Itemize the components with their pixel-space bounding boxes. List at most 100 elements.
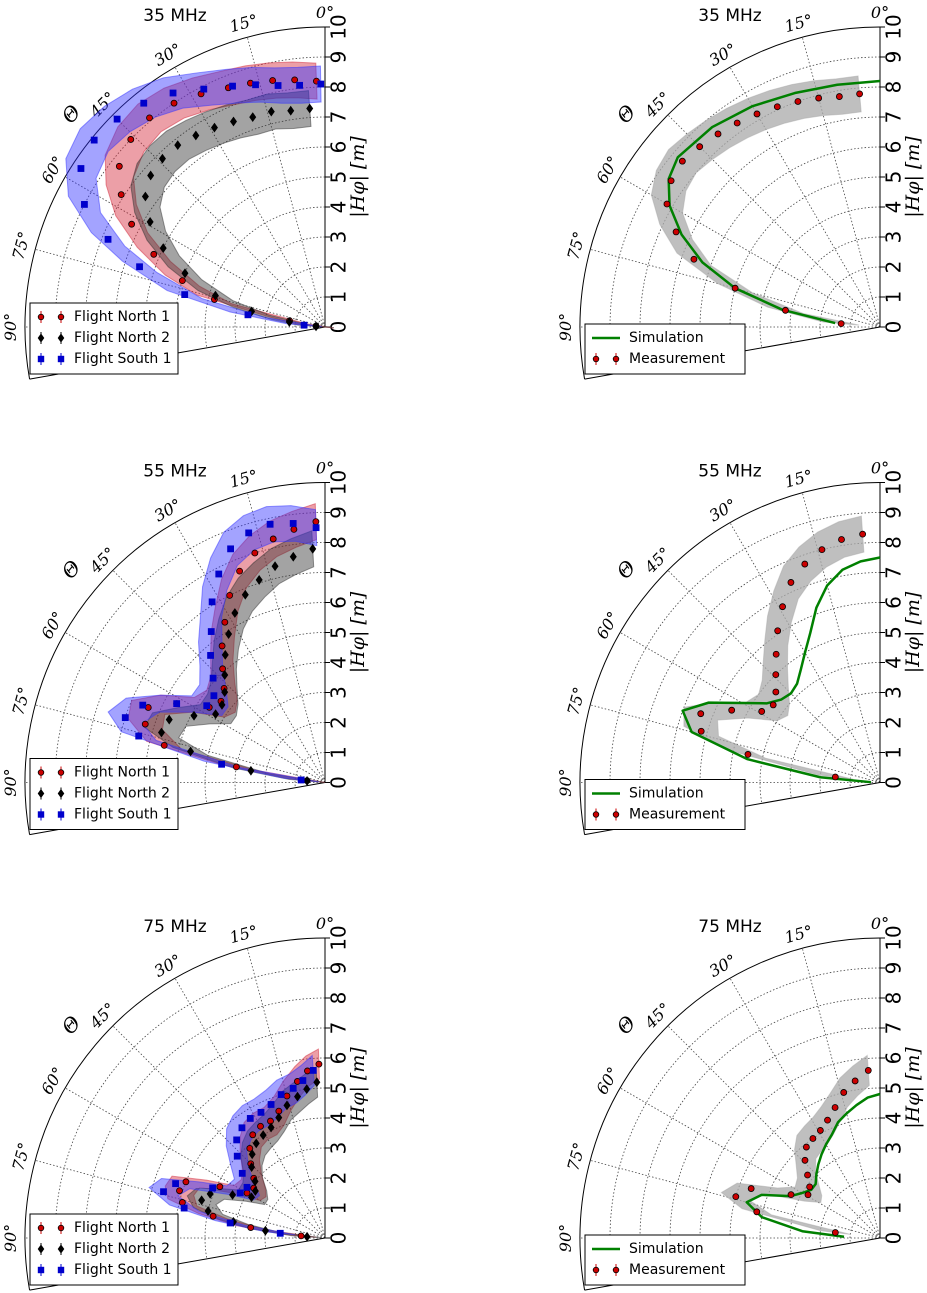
legend-label: Simulation [629, 786, 704, 802]
data-point [275, 1112, 283, 1123]
grid-spoke [64, 632, 326, 783]
r-tick-label: 1 [882, 291, 906, 304]
data-point [233, 1152, 241, 1160]
data-point [218, 699, 226, 710]
data-point [226, 1219, 234, 1227]
grid-spoke [619, 1087, 881, 1239]
data-point [747, 1185, 755, 1192]
data-point [247, 765, 255, 776]
theta-tick-label: 0° [316, 459, 334, 478]
data-point [837, 320, 845, 328]
data-point [753, 1208, 761, 1216]
data-point [294, 1091, 302, 1102]
theta-tick-label: 0° [316, 914, 334, 933]
legend-label: Flight North 2 [74, 1241, 170, 1257]
grid-circle [669, 572, 881, 820]
theta-tick-label: 45° [85, 999, 119, 1033]
grid-spoke [246, 492, 326, 783]
panel-title: 55 MHz [698, 462, 761, 482]
r-tick-label: 10 [882, 470, 906, 495]
data-point [266, 520, 274, 528]
data-point [246, 1144, 254, 1152]
data-point [140, 99, 148, 107]
theta-tick-label: 60° [37, 153, 68, 187]
grid-spoke [619, 632, 881, 783]
legend-box [584, 323, 746, 375]
r-tick-label: 7 [327, 111, 351, 124]
theta-tick-label: 60° [37, 608, 68, 642]
theta-axis-label: Θ [57, 555, 86, 583]
r-tick-label: 2 [882, 716, 906, 729]
data-point [190, 710, 198, 721]
r-tick-label: 3 [327, 686, 351, 699]
r-tick-label: 8 [327, 992, 351, 1005]
r-tick-label: 9 [882, 51, 906, 64]
legend-box [29, 1213, 179, 1286]
data-point [269, 535, 277, 543]
data-point [144, 704, 152, 711]
data-point [315, 1060, 323, 1068]
grid-spoke [729, 66, 881, 328]
data-point [283, 1100, 291, 1111]
grid-spoke [64, 1087, 326, 1239]
legend-marker [37, 355, 45, 363]
theta-tick-label: 90° [1, 1224, 20, 1252]
legend-label: Flight North 1 [74, 1220, 170, 1236]
data-point [297, 1232, 305, 1240]
data-point [267, 1122, 275, 1133]
r-tick-label: 0 [327, 776, 351, 789]
theta-tick-label: 60° [592, 153, 623, 187]
data-point [672, 228, 680, 236]
grid-spoke [35, 704, 326, 783]
theta-tick-label: 15° [782, 10, 814, 36]
legend-marker [37, 313, 45, 321]
data-point [831, 773, 839, 781]
data-point [249, 112, 257, 122]
panel-title: 75 MHz [143, 917, 206, 937]
data-point [267, 1101, 275, 1108]
data-point [233, 1136, 241, 1144]
legend-label: Flight South 1 [74, 807, 172, 823]
grid-circle [849, 296, 881, 333]
grid-spoke [590, 704, 881, 783]
legend-marker [612, 1266, 620, 1274]
data-point [312, 524, 320, 532]
data-point [831, 1104, 839, 1111]
data-point [257, 1108, 265, 1116]
data-point [271, 561, 279, 572]
grid-circle [264, 1177, 326, 1249]
theta-tick-label: 15° [227, 921, 259, 947]
grid-spoke [64, 176, 326, 328]
r-tick-label: 10 [882, 14, 906, 39]
data-point [732, 1193, 740, 1201]
data-point [269, 77, 277, 84]
data-point [221, 687, 229, 698]
data-point [257, 1122, 264, 1130]
r-axis-label: |Hφ| [m] [902, 591, 924, 673]
grid-circle [264, 266, 326, 338]
grid-circle [54, 512, 326, 830]
data-point [209, 674, 217, 682]
r-tick-label: 10 [327, 14, 351, 39]
data-point [297, 776, 305, 784]
data-point [81, 201, 88, 208]
legend-marker [592, 355, 600, 363]
error-band [107, 505, 320, 783]
theta-axis-label: Θ [612, 1011, 641, 1039]
r-tick-label: 4 [882, 656, 906, 669]
data-point [690, 255, 698, 263]
grid-circle [729, 1087, 881, 1265]
data-point [128, 220, 136, 228]
data-point [303, 1084, 311, 1095]
data-point [238, 1169, 246, 1177]
data-point [289, 551, 297, 562]
error-band [720, 1054, 870, 1235]
data-point [77, 165, 85, 172]
data-point [787, 1191, 795, 1199]
theta-tick-label: 75° [563, 229, 589, 261]
error-band [148, 1054, 315, 1236]
data-point [794, 98, 802, 105]
grid-circle [234, 692, 326, 799]
data-point [245, 529, 253, 537]
